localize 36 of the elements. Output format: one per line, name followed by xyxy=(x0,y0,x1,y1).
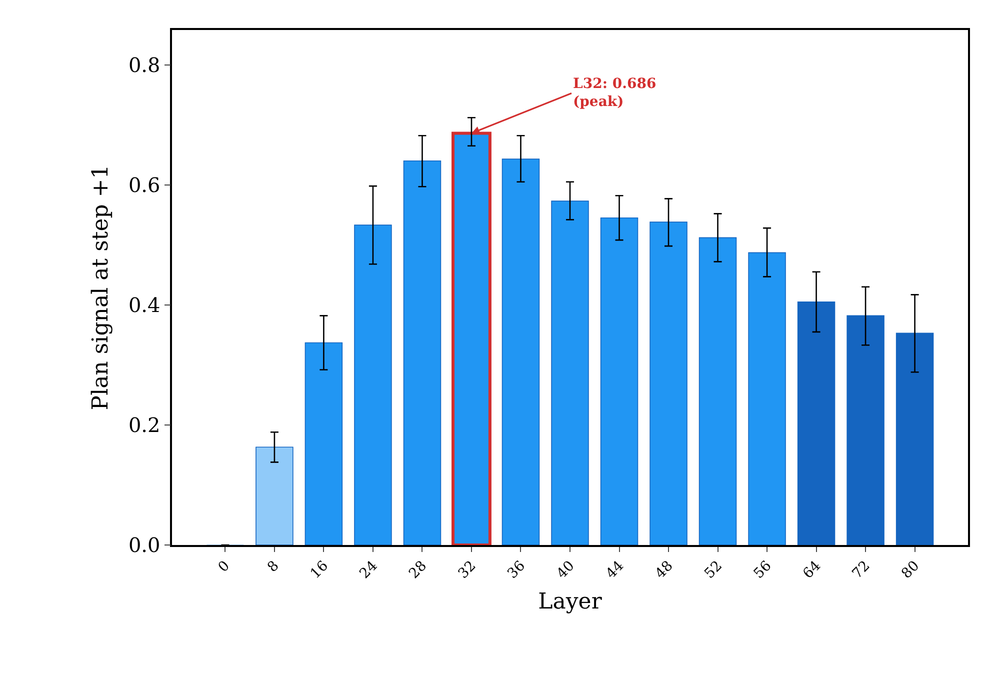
bar xyxy=(403,160,442,545)
bar xyxy=(551,200,589,545)
bar xyxy=(698,237,737,545)
x-tick-label: 80 xyxy=(898,558,923,582)
bar xyxy=(896,332,934,545)
y-tick-label: 0.2 xyxy=(128,412,160,437)
bar xyxy=(650,222,688,545)
x-tick-label: 16 xyxy=(308,558,332,582)
x-axis-title: Layer xyxy=(538,589,602,614)
bar xyxy=(502,158,540,545)
bar xyxy=(600,217,638,545)
bar xyxy=(748,252,786,545)
y-axis-title: Plan signal at step +1 xyxy=(88,164,114,410)
bar xyxy=(797,302,836,545)
x-tick-label: 28 xyxy=(406,558,430,582)
y-tick-label: 0.8 xyxy=(128,52,160,77)
bar xyxy=(256,446,294,545)
x-tick-label: 0 xyxy=(215,558,233,576)
x-tick-label: 32 xyxy=(455,558,480,582)
x-tick-label: 52 xyxy=(702,558,726,582)
y-tick-label: 0.0 xyxy=(128,533,160,557)
x-tick-label: 40 xyxy=(554,558,578,582)
x-tick-label: 8 xyxy=(264,558,282,576)
y-tick-label: 0.6 xyxy=(128,172,160,197)
x-tick-label: 64 xyxy=(800,558,824,582)
x-tick-label: 56 xyxy=(750,558,775,582)
bar xyxy=(354,224,392,545)
y-tick-label: 0.4 xyxy=(128,292,160,317)
x-tick-label: 72 xyxy=(849,558,874,582)
x-tick-label: 48 xyxy=(652,558,676,582)
bar xyxy=(304,342,343,545)
bar xyxy=(846,315,884,545)
annotation: L32: 0.686 (peak) xyxy=(573,76,656,110)
x-tick-label: 44 xyxy=(603,558,628,582)
x-tick-label: 36 xyxy=(504,558,529,582)
x-tick-label: 24 xyxy=(356,558,381,582)
